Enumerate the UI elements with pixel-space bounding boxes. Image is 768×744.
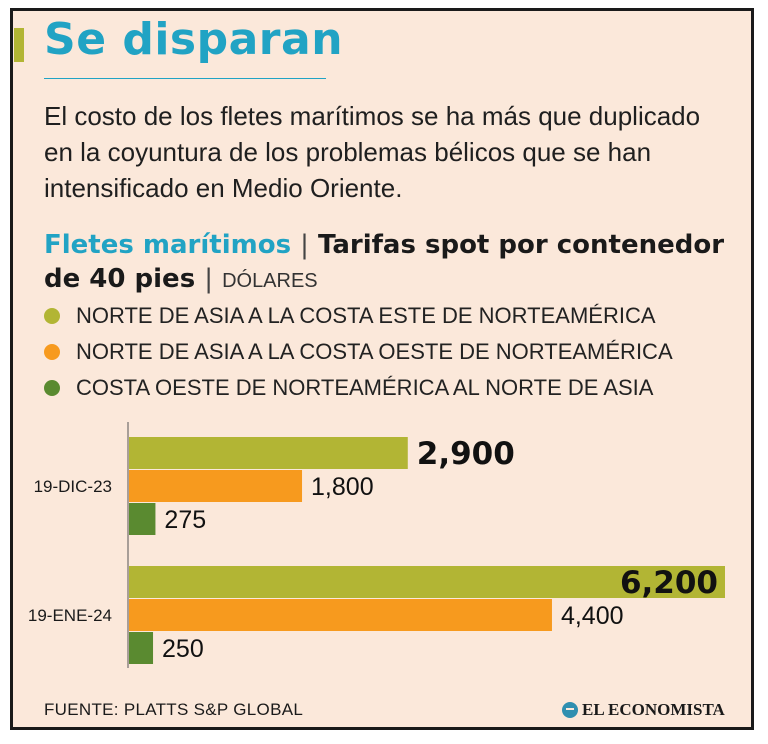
brand-icon — [562, 702, 578, 718]
subtitle: El costo de los fletes marítimos se ha m… — [44, 101, 701, 203]
legend-item: NORTE DE ASIA A LA COSTA OESTE DE NORTEA… — [44, 334, 673, 370]
bar — [129, 470, 303, 502]
chart-heading-separator: | — [204, 264, 213, 294]
legend-item: NORTE DE ASIA A LA COSTA ESTE DE NORTEAM… — [44, 298, 673, 334]
chart-heading-main: Tarifas spot por contenedor de 40 pies — [44, 230, 725, 294]
title-accent-bar — [14, 28, 24, 62]
chart-heading: Fletes marítimos | Tarifas spot por cont… — [44, 228, 768, 298]
legend-dot-icon — [44, 380, 60, 396]
brand-name: EL ECONOMISTA — [582, 700, 725, 719]
data-label: 2,900 — [417, 436, 515, 472]
source-note: FUENTE: PLATTS S&P GLOBAL — [44, 700, 304, 719]
legend-dot-icon — [44, 308, 60, 324]
category-label: 19-ENE-24 — [28, 606, 112, 625]
data-label: 1,800 — [311, 473, 374, 501]
legend-label: NORTE DE ASIA A LA COSTA OESTE DE NORTEA… — [76, 339, 673, 364]
category-label: 19-DIC-23 — [34, 477, 112, 496]
legend: NORTE DE ASIA A LA COSTA ESTE DE NORTEAM… — [44, 298, 673, 406]
title-underline — [44, 78, 326, 79]
bar — [129, 437, 408, 469]
legend-label: NORTE DE ASIA A LA COSTA ESTE DE NORTEAM… — [76, 303, 656, 328]
chart-heading-accent: Fletes marítimos — [44, 230, 292, 260]
chart-heading-unit: DÓLARES — [222, 270, 318, 292]
data-label: 275 — [164, 506, 206, 534]
legend-dot-icon — [44, 344, 60, 360]
bar — [129, 599, 552, 631]
data-label: 6,200 — [620, 565, 718, 601]
page-title: Se disparan — [44, 14, 344, 65]
bar — [129, 632, 154, 664]
data-label: 4,400 — [561, 602, 624, 630]
bar — [129, 566, 725, 598]
data-label: 250 — [162, 635, 204, 663]
brand-logo: EL ECONOMISTA — [562, 700, 725, 720]
bar — [129, 503, 156, 535]
chart-heading-separator: | — [300, 230, 309, 260]
legend-item: COSTA OESTE DE NORTEAMÉRICA AL NORTE DE … — [44, 370, 673, 406]
legend-label: COSTA OESTE DE NORTEAMÉRICA AL NORTE DE … — [76, 375, 654, 400]
